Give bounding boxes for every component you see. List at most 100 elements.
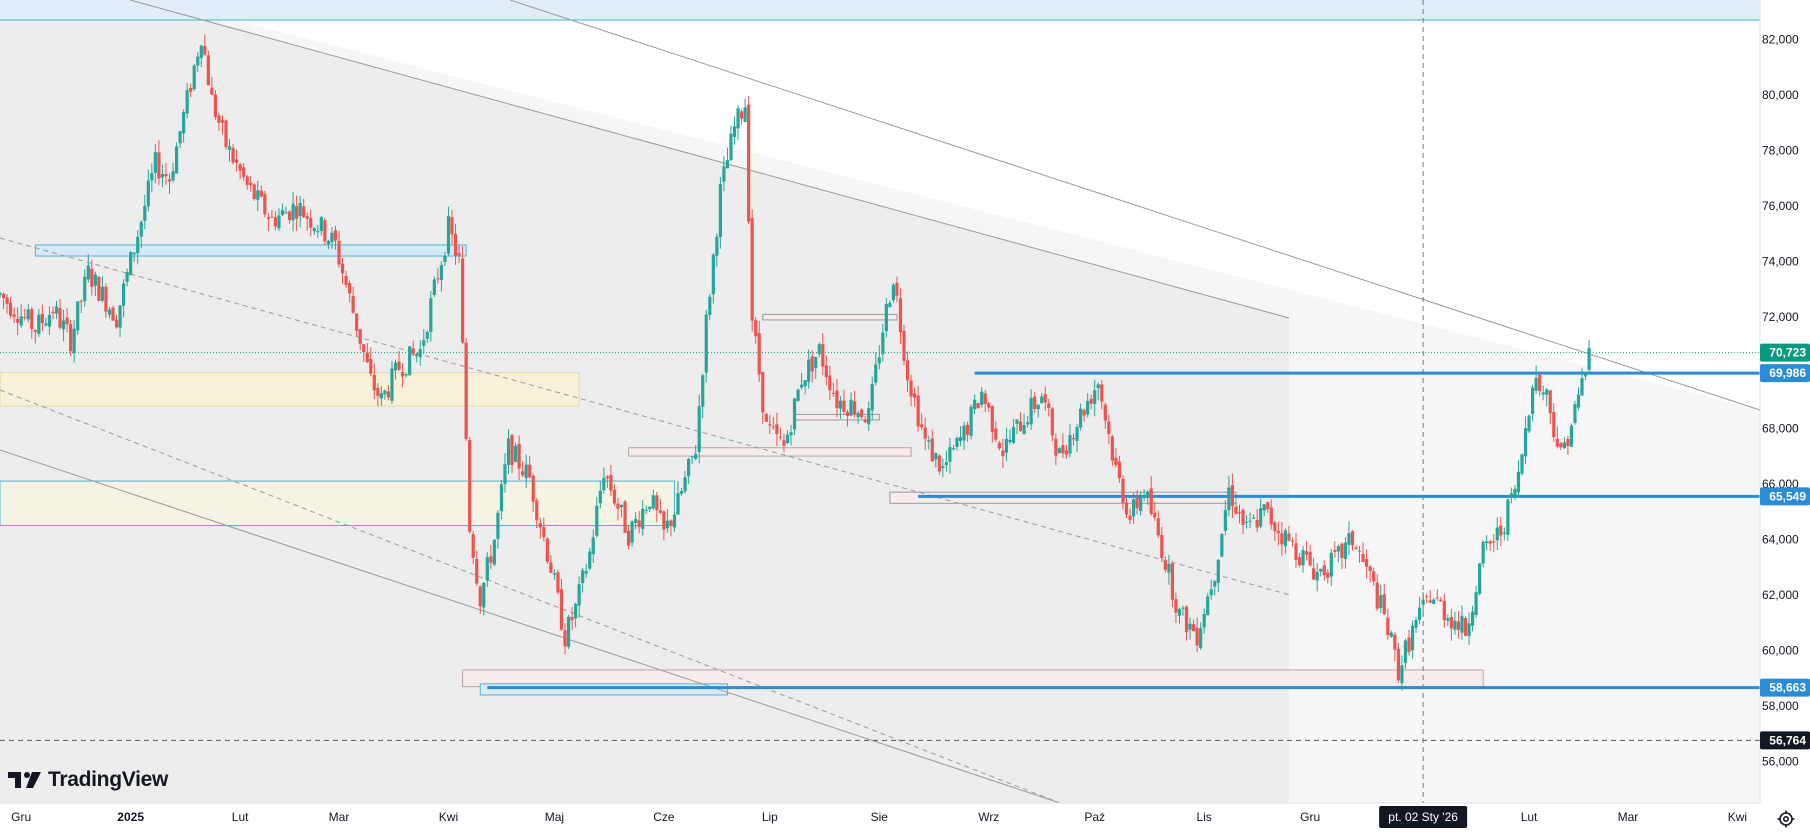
candle [1361,542,1365,562]
trend-line-inner [129,0,1290,319]
candle-body [1372,571,1376,582]
candle [404,373,408,378]
candle-body [1117,461,1122,479]
candle [114,314,119,329]
candle [1227,475,1231,517]
candle [1255,509,1259,533]
candle-body [192,65,196,90]
candle-body [566,616,571,647]
candle [104,283,108,318]
candle [97,275,101,302]
price-tick-label: 82,000 [1762,32,1799,46]
candle [1047,398,1051,417]
candle [1403,638,1408,669]
candle-body [757,332,761,375]
candle-body [5,297,9,304]
candle [761,371,765,424]
candle-body [1216,559,1220,583]
candle [623,499,627,533]
zone-rectangle-8 [479,683,728,696]
candle [951,444,956,451]
candle [305,212,309,231]
candle [273,211,278,231]
candle-body [355,313,359,331]
candle-body [626,530,631,546]
candle [1213,580,1217,596]
candle [291,191,295,232]
candle-body [669,520,673,526]
candle [1114,447,1118,468]
candle [838,396,843,420]
candle-body [40,314,44,323]
candle [355,313,359,337]
candle-body [1209,589,1213,596]
candle [287,210,292,224]
crosshair-date-label: pt. 02 Sty '26 [1388,810,1458,824]
candle-body [1018,421,1023,431]
candle [471,530,475,565]
candle-body [927,440,931,442]
candle-body [930,438,934,462]
candle-body [676,493,680,515]
candle-body [256,190,260,200]
candle [499,479,504,520]
candle-body [478,586,482,607]
candle-body [457,253,461,256]
candle-body [1026,422,1030,425]
candle [1485,535,1489,551]
candle [1259,498,1263,529]
candle-body [584,571,588,574]
candle [224,119,228,150]
candle [1107,414,1111,444]
candle [1269,499,1273,530]
candle [76,301,80,335]
candle-body [1329,552,1333,577]
candle [1266,501,1270,513]
candle [679,488,684,496]
candle-body [482,582,486,608]
candle [157,140,161,186]
candle-body [877,357,881,364]
candle [1071,433,1076,446]
candle-body [291,203,295,221]
candle-body [736,108,740,129]
candle [443,252,447,266]
candle-body [764,413,768,422]
candle [704,309,708,383]
candle-body [8,302,13,316]
tradingview-brand[interactable]: TradingView [8,768,168,792]
candle [789,424,793,446]
candle-body [1230,485,1235,507]
candle [1534,365,1538,395]
candle [860,408,864,419]
chart-settings-button[interactable] [1776,809,1796,829]
candle-body [1502,532,1506,534]
candle-body [1022,425,1026,435]
candle [83,269,87,308]
candle-body [404,373,408,376]
candle [242,163,246,182]
trend-line-outer [509,0,1761,411]
candle [245,174,249,190]
candle [1368,565,1372,583]
candle-body [323,220,327,242]
candle-body [171,171,175,181]
candle-body [1033,396,1037,410]
candle-body [651,495,655,509]
candle-body [1386,617,1390,636]
candle-body [1160,534,1164,559]
candle [348,280,352,303]
candle-body [1050,408,1054,436]
candle [19,304,23,328]
candle-body [118,305,122,328]
candle [694,445,698,461]
candle-body [1425,596,1429,598]
candle-body [524,464,528,478]
candle-body [1004,438,1009,453]
candle-body [1336,546,1340,552]
candle-body [446,216,451,254]
candle [1206,593,1210,616]
candle-body [1131,499,1136,517]
